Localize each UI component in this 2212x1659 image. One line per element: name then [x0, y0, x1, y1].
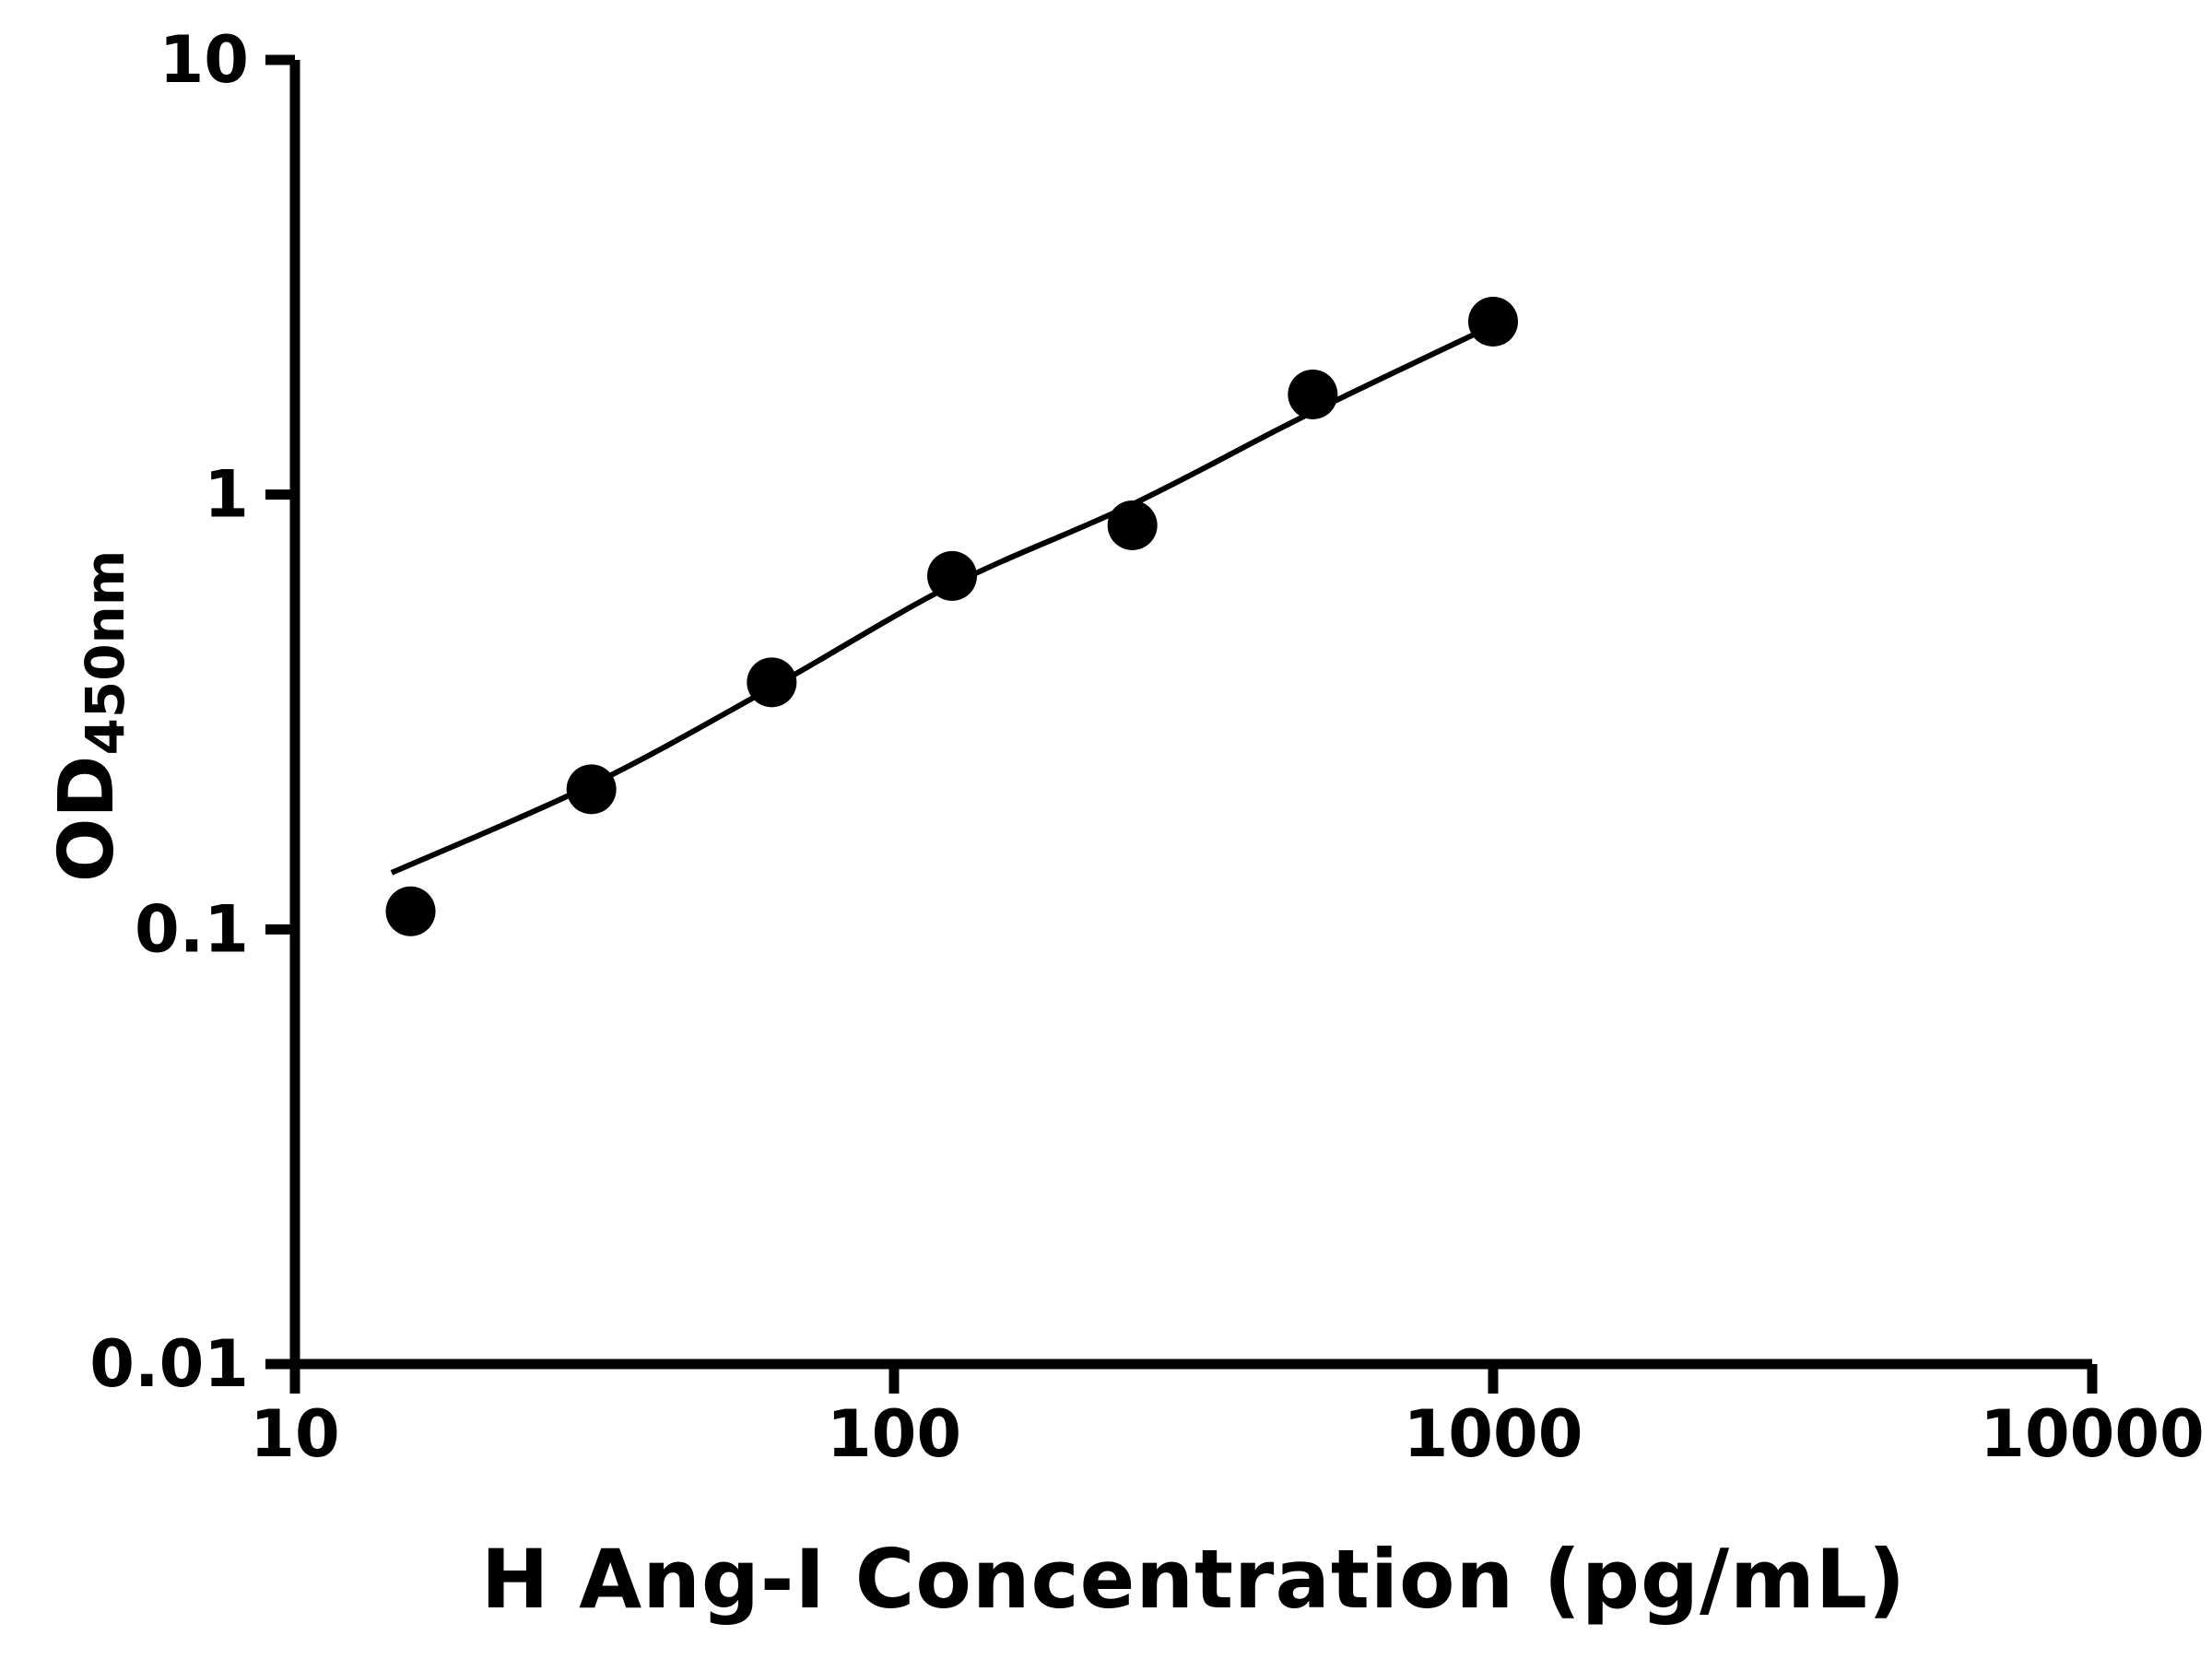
- y-tick-label: 1: [204, 457, 249, 533]
- axis-lines: [289, 60, 2092, 1370]
- data-point: [385, 886, 436, 936]
- data-point: [747, 657, 797, 708]
- y-axis-title: OD450nm: [37, 440, 138, 993]
- y-axis-title-subscript: 450nm: [74, 549, 136, 756]
- x-axis-title: H Ang-I Concentration (pg/mL): [480, 1532, 1907, 1627]
- x-tick-label: 10: [250, 1396, 339, 1472]
- y-tick-label: 0.01: [89, 1326, 249, 1402]
- x-tick-label: 100: [827, 1396, 961, 1472]
- data-point: [1288, 369, 1338, 419]
- data-point: [926, 550, 977, 601]
- data-point: [1468, 296, 1518, 347]
- data-point: [566, 764, 617, 815]
- y-tick-label: 10: [159, 22, 249, 98]
- y-tick-label: 0.1: [135, 891, 249, 967]
- x-tick-label: 10000: [1980, 1396, 2205, 1472]
- y-axis-title-main: OD: [43, 755, 131, 883]
- data-point: [1107, 500, 1158, 550]
- x-tick-label: 1000: [1404, 1396, 1583, 1472]
